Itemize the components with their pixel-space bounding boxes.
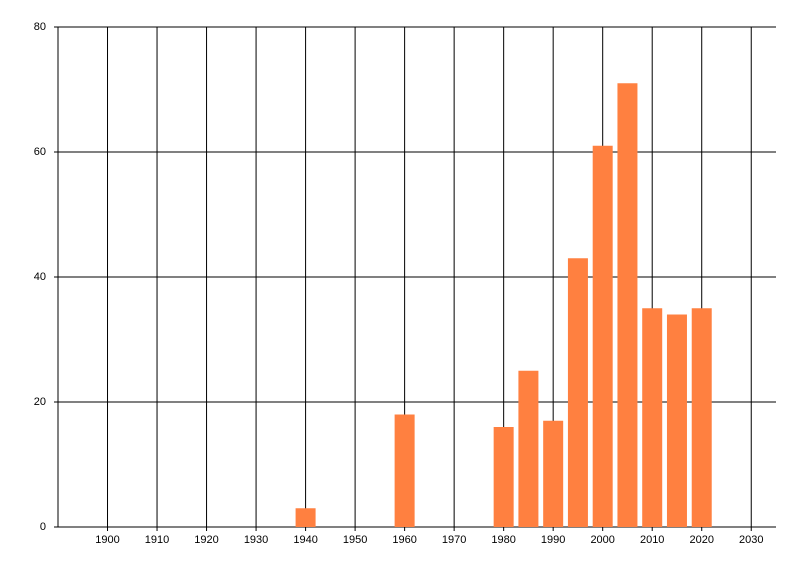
bar — [493, 427, 514, 527]
x-tick-label: 2020 — [689, 534, 713, 546]
y-tick-label: 80 — [34, 21, 46, 33]
bar — [666, 314, 687, 527]
x-tick-label: 1900 — [95, 534, 119, 546]
x-tick-label: 1920 — [194, 534, 218, 546]
bar — [592, 145, 613, 527]
bar — [567, 258, 588, 527]
x-tick-label: 1990 — [541, 534, 565, 546]
x-tick-label: 2030 — [739, 534, 763, 546]
x-tick-label: 1910 — [145, 534, 169, 546]
bar — [295, 508, 316, 527]
x-tick-label: 1930 — [244, 534, 268, 546]
y-tick-label: 40 — [34, 271, 46, 283]
x-tick-label: 2000 — [590, 534, 614, 546]
y-tick-label: 0 — [40, 521, 46, 533]
x-tick-label: 1970 — [442, 534, 466, 546]
bar — [543, 420, 564, 527]
x-tick-label: 1950 — [343, 534, 367, 546]
x-tick-label: 1940 — [293, 534, 317, 546]
x-tick-label: 1980 — [491, 534, 515, 546]
y-tick-label: 20 — [34, 396, 46, 408]
y-tick-label: 60 — [34, 146, 46, 158]
bar — [642, 308, 663, 527]
bar — [518, 370, 539, 527]
bar — [691, 308, 712, 527]
x-tick-label: 1960 — [392, 534, 416, 546]
bar — [394, 414, 415, 527]
bar — [617, 83, 638, 527]
x-tick-label: 2010 — [640, 534, 664, 546]
